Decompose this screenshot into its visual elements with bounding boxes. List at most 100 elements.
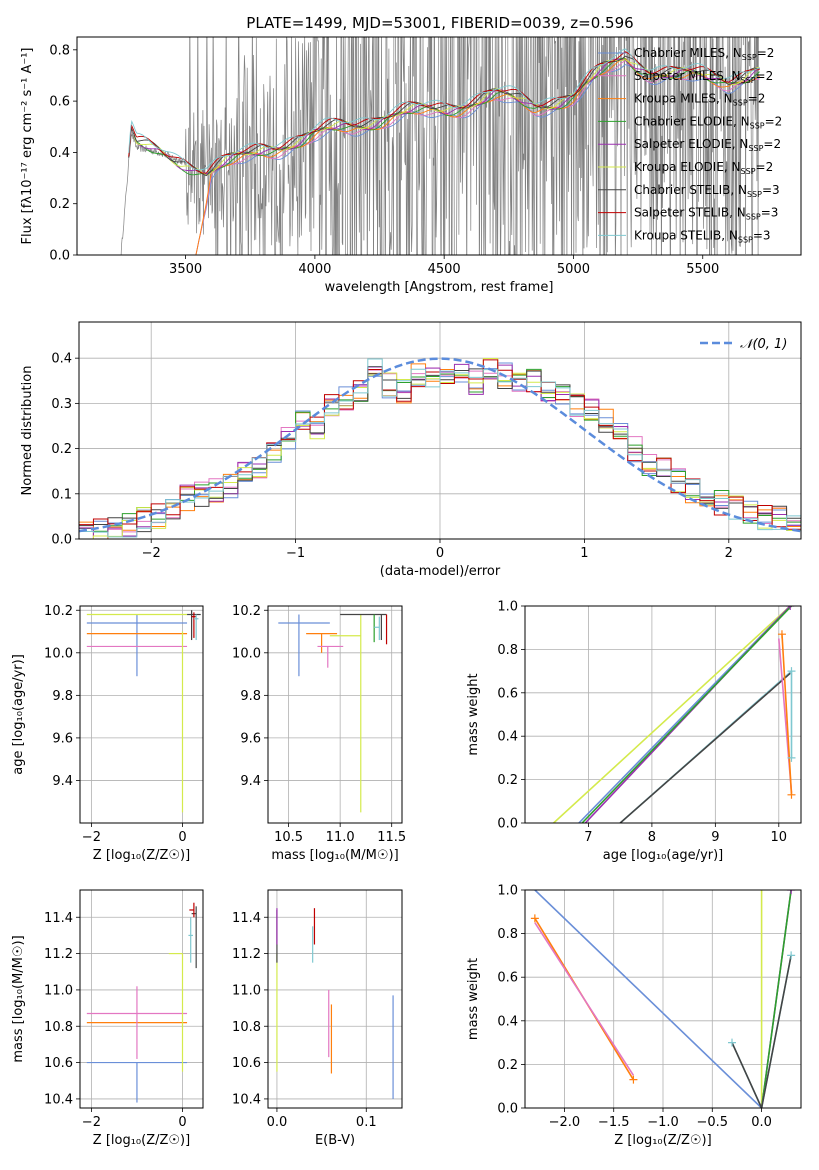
- model-line-chabrier_miles: [195, 64, 760, 255]
- y-tick-label: 0.0: [497, 817, 518, 832]
- y-tick-label: 10.0: [44, 646, 73, 661]
- x-tick-label: 5500: [686, 262, 719, 277]
- plot-frame: [79, 889, 204, 1109]
- weight-line-chabrier_elodie: [581, 606, 793, 823]
- weight-line-chabrier_elodie: [760, 890, 792, 1108]
- y-tick-label: 10.6: [232, 1056, 261, 1071]
- x-tick-label: 0: [178, 830, 186, 845]
- y-axis-label: mass weight: [466, 958, 481, 1040]
- y-tick-label: 11.0: [232, 983, 261, 998]
- age_vs_mass-marks: [278, 613, 388, 813]
- weight-line-salpeter_miles: [534, 922, 635, 1076]
- x-axis-label: Z [log₁₀(Z/Z☉)]: [93, 848, 190, 863]
- weight-marker-kroupa_miles: [777, 630, 786, 639]
- mass_vs_Z-marks: [86, 902, 197, 1103]
- y-tick-label: 9.4: [240, 774, 261, 789]
- plot-frame: [76, 36, 802, 256]
- plot-frame: [267, 605, 403, 824]
- y-tick-label: 11.2: [232, 947, 261, 962]
- weight-marker-kroupa_stelib: [787, 951, 796, 960]
- legend-label: Kroupa MILES, NSSP=2: [634, 92, 765, 108]
- y-tick-label: 0.2: [51, 442, 72, 457]
- y-tick-label: 11.4: [44, 911, 73, 926]
- mass_vs_ebv-axes: 0.0 0.1 10.4 10.6 10.8 11.0 11.2 11.4 E(B-V): [232, 889, 403, 1148]
- y-tick-label: 0.4: [49, 146, 70, 161]
- x-tick-label: −2: [142, 546, 161, 561]
- age_vs_Z-axes: −2 0 9.4 9.6 9.8 10.0 10.2 Z [log₁₀(Z/Z☉)] age […: [11, 604, 204, 863]
- hist-kroupa_stelib: [79, 358, 801, 538]
- x-tick-label: 8: [648, 830, 656, 845]
- y-tick-label: 10.8: [44, 1020, 73, 1035]
- x-tick-label: 11.0: [326, 830, 355, 845]
- y-tick-label: 10.2: [232, 604, 261, 619]
- x-tick-label: −1.5: [598, 1115, 630, 1130]
- legend-label: Chabrier STELIB, NSSP=3: [634, 183, 780, 199]
- plot-frame: [524, 605, 802, 824]
- residuals-marks: [79, 357, 801, 539]
- weight-marker-kroupa_miles: [530, 914, 539, 923]
- x-tick-label: −2: [82, 1115, 101, 1130]
- mass_vs_ebv-marks: [276, 908, 394, 1099]
- y-axis-label: Flux [fλ10⁻¹⁷ erg cm⁻² s⁻¹ A⁻¹]: [20, 48, 35, 245]
- legend-label: Salpeter ELODIE, NSSP=2: [634, 137, 781, 153]
- y-tick-label: 0.8: [497, 927, 518, 942]
- y-tick-label: 1.0: [497, 600, 518, 615]
- x-tick-label: 3500: [169, 262, 202, 277]
- y-tick-label: 10.8: [232, 1020, 261, 1035]
- y-tick-label: 11.4: [232, 911, 261, 926]
- observed-spectrum: [102, 37, 759, 255]
- x-tick-label: 10: [771, 830, 788, 845]
- legend-label: Chabrier MILES, NSSP=2: [634, 46, 774, 62]
- y-tick-label: 0.6: [497, 686, 518, 701]
- plot-frame: [524, 889, 802, 1109]
- x-tick-label: 11.5: [377, 830, 406, 845]
- weight-marker-kroupa_stelib: [728, 1038, 736, 1047]
- y-tick-label: 0.3: [51, 397, 72, 412]
- x-axis-label: mass [log₁₀(M/M☉)]: [271, 848, 398, 863]
- weight-line-chabrier_miles: [534, 890, 763, 1108]
- y-tick-label: 0.4: [497, 730, 518, 745]
- normal-curve: [79, 357, 801, 533]
- x-tick-label: −2.0: [549, 1115, 581, 1130]
- x-tick-label: −2: [82, 830, 101, 845]
- x-axis-label: Z [log₁₀(Z/Z☉)]: [93, 1133, 190, 1148]
- y-tick-label: 0.4: [51, 352, 72, 367]
- x-tick-label: 4500: [428, 262, 461, 277]
- spectrum-title: PLATE=1499, MJD=53001, FIBERID=0039, z=0…: [246, 14, 633, 32]
- spectrum-axes: 3500 4000 4500 5000 5500 0.0 0.2 0.4 0.6 0.8 wavel…: [20, 36, 802, 295]
- weight-marker-salpeter_elodie: [786, 606, 795, 610]
- plot-frame: [267, 889, 403, 1109]
- x-axis-label: wavelength [Angstrom, rest frame]: [325, 280, 554, 295]
- y-tick-label: 0.2: [49, 197, 70, 212]
- x-tick-label: 2: [725, 546, 733, 561]
- x-tick-label: 0.0: [751, 1115, 772, 1130]
- weight-line-kroupa_elodie: [553, 606, 791, 823]
- weight-marker-kroupa_stelib: [787, 753, 796, 762]
- spectrum-legend: Chabrier MILES, NSSP=2 Salpeter MILES, NS…: [598, 46, 782, 244]
- residuals-axes: −2 −1 0 1 2 0.0 0.1 0.2 0.3 0.4 (data-model)/error…: [20, 321, 802, 579]
- age_vs_mass-axes: 10.5 11.0 11.5 9.4 9.6 9.8 10.0 10.2 mass [log₁₀…: [232, 604, 406, 863]
- weight_vs_Z-axes: −2.0 −1.5 −1.0 −0.5 0.0 0.0 0.2 0.4 0.6 0.8 1.0 Z […: [466, 884, 802, 1148]
- y-tick-label: 10.6: [44, 1056, 73, 1071]
- x-tick-label: 1: [580, 546, 588, 561]
- legend-label: Chabrier ELODIE, NSSP=2: [634, 114, 782, 130]
- y-tick-label: 1.0: [497, 884, 518, 899]
- y-tick-label: 10.4: [44, 1092, 73, 1107]
- y-tick-label: 0.0: [497, 1102, 518, 1117]
- x-tick-label: 9: [711, 830, 719, 845]
- x-axis-label: age [log₁₀(age/yr)]: [603, 848, 724, 863]
- y-tick-label: 9.8: [52, 689, 73, 704]
- weight-line-chabrier_stelib: [731, 955, 792, 1108]
- legend-label: Kroupa ELODIE, NSSP=2: [634, 160, 773, 176]
- legend-label: Salpeter MILES, NSSP=2: [634, 69, 773, 85]
- y-tick-label: 10.2: [44, 604, 73, 619]
- y-tick-label: 11.0: [44, 983, 73, 998]
- y-tick-label: 10.0: [232, 646, 261, 661]
- y-tick-label: 9.8: [240, 689, 261, 704]
- plot-frame: [79, 605, 204, 824]
- y-tick-label: 0.2: [497, 773, 518, 788]
- y-tick-label: 0.1: [51, 487, 72, 502]
- x-axis-label: E(B-V): [315, 1133, 355, 1148]
- model-line-chabrier_stelib: [128, 55, 760, 177]
